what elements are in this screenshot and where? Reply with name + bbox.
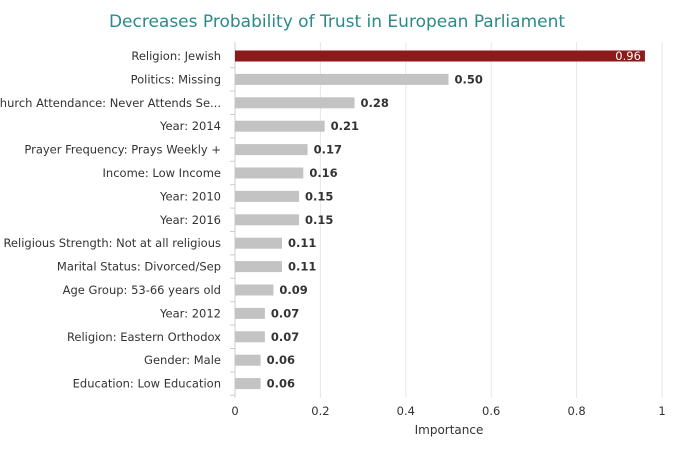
x-axis-title: Importance [415, 423, 484, 437]
category-label: Religion: Jewish [131, 49, 221, 63]
category-label: Church Attendance: Never Attends Se... [0, 96, 221, 110]
bar-value-label: 0.96 [615, 49, 641, 63]
category-label: Year: 2010 [159, 189, 221, 203]
bar-value-label: 0.15 [305, 213, 333, 227]
category-labels: Religion: Jewish Politics: Missing Church … [0, 49, 221, 391]
bar-value-label: 0.11 [288, 260, 316, 274]
bar-value-label: 0.07 [271, 330, 299, 344]
bar [235, 284, 274, 296]
bar-value-label: 0.11 [288, 236, 316, 250]
bar [235, 307, 265, 319]
category-label: Religious Strength: Not at all religious [3, 236, 221, 250]
category-label: Year: 2016 [159, 213, 221, 227]
bar-value-label: 0.28 [361, 96, 389, 110]
bar [235, 378, 261, 390]
bar [235, 120, 325, 132]
bar [235, 354, 261, 366]
bar [235, 144, 308, 156]
bar-value-label: 0.50 [455, 72, 483, 86]
bar [235, 97, 355, 109]
x-axis-ticks: 0 0.2 0.4 0.6 0.8 1 [231, 404, 665, 418]
bar-value-label: 0.15 [305, 189, 333, 203]
category-label: Religion: Eastern Orthodox [67, 330, 221, 344]
category-label: Gender: Male [144, 353, 221, 367]
category-label: Income: Low Income [103, 166, 221, 180]
x-tick-label: 0.4 [397, 404, 415, 418]
category-label: Age Group: 53-66 years old [63, 283, 221, 297]
bar [235, 331, 265, 343]
bar-value-label: 0.07 [271, 306, 299, 320]
bar [235, 167, 304, 179]
chart-title: Decreases Probability of Trust in Europe… [109, 12, 565, 32]
x-tick-label: 0 [231, 404, 238, 418]
category-label: Marital Status: Divorced/Sep [57, 260, 221, 274]
bar [235, 261, 282, 273]
category-label: Politics: Missing [131, 72, 221, 86]
bar [235, 214, 300, 226]
bar-value-label: 0.06 [267, 377, 295, 391]
category-label: Education: Low Education [73, 377, 221, 391]
category-label: Prayer Frequency: Prays Weekly + [24, 143, 221, 157]
bar [235, 50, 645, 62]
bar [235, 237, 282, 249]
bar-value-label: 0.17 [314, 143, 342, 157]
category-label: Year: 2012 [159, 306, 221, 320]
x-tick-label: 0.2 [311, 404, 329, 418]
bar-value-label: 0.09 [279, 283, 307, 297]
bar [235, 73, 449, 85]
bar-value-label: 0.06 [267, 353, 295, 367]
bar-value-label: 0.21 [331, 119, 359, 133]
x-tick-label: 0.8 [567, 404, 585, 418]
category-label: Year: 2014 [159, 119, 221, 133]
bar [235, 190, 300, 202]
bar-value-label: 0.16 [309, 166, 337, 180]
bars: 0.96 0.50 0.280.21 0.17 0.16 0.15 0.15 0.11 0.11… [235, 49, 645, 391]
x-tick-label: 1 [658, 404, 665, 418]
x-tick-label: 0.6 [482, 404, 500, 418]
